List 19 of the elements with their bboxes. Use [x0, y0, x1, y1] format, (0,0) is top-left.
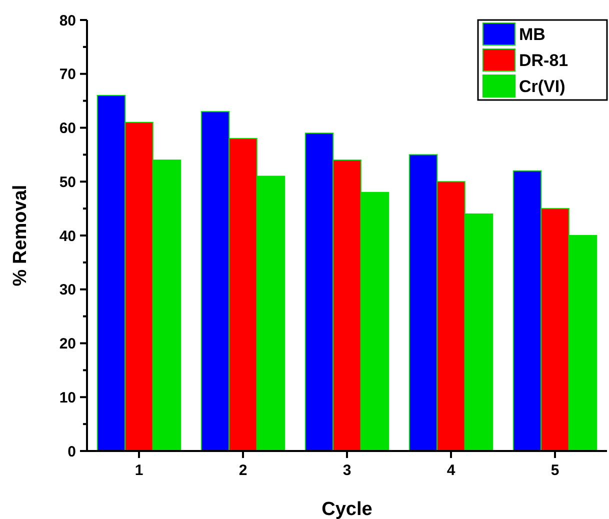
y-tick-label: 0: [68, 443, 76, 460]
legend-label: DR-81: [519, 50, 568, 70]
y-tick-label: 20: [59, 336, 76, 352]
y-tick-label: 70: [59, 66, 76, 84]
y-tick-label: 60: [59, 120, 76, 137]
x-tick-label: 2: [238, 462, 248, 479]
y-tick-label: 50: [59, 174, 76, 191]
x-tick-label: 1: [134, 462, 144, 479]
y-tick-label: 80: [59, 12, 76, 30]
y-tick-label: 30: [59, 282, 76, 299]
x-tick-label: 5: [550, 462, 560, 479]
legend-label: Cr(VI): [519, 76, 566, 96]
legend-label: MB: [519, 24, 546, 44]
x-tick-label: 3: [342, 462, 352, 479]
x-axis-title: Cycle: [322, 499, 372, 519]
y-tick-label: 40: [59, 228, 76, 245]
y-axis-title: % Removal: [10, 184, 31, 286]
x-tick-label: 4: [446, 462, 456, 479]
y-tick-label: 10: [59, 389, 76, 406]
